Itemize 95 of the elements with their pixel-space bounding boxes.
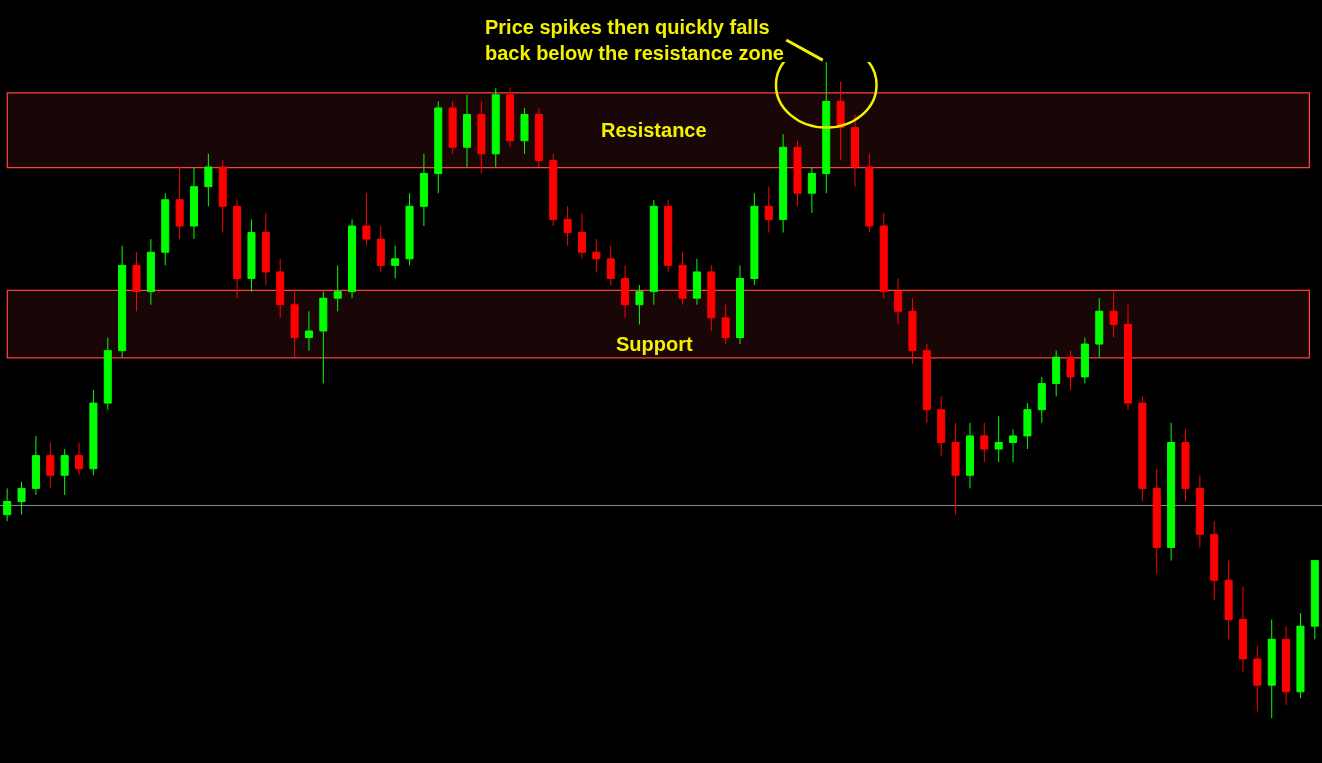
candlestick [908, 297, 917, 365]
candlestick [333, 264, 342, 312]
candlestick [1195, 474, 1204, 548]
candlestick [1066, 350, 1075, 391]
candlestick [994, 415, 1003, 463]
candlestick [319, 291, 328, 384]
candlestick [736, 264, 745, 345]
candlestick [951, 422, 960, 516]
candlestick [1296, 612, 1305, 699]
candlestick [592, 238, 601, 273]
candlestick [175, 166, 184, 240]
candlestick [807, 166, 816, 214]
candlestick [965, 422, 974, 489]
candlestick [276, 258, 285, 319]
candlestick [247, 218, 256, 293]
candlestick [563, 205, 572, 247]
candlestick [1095, 297, 1104, 358]
candlestick [635, 284, 644, 325]
candlestick [204, 153, 213, 207]
candlestick [937, 396, 946, 457]
candlestick [779, 133, 788, 234]
candlestick [448, 100, 457, 155]
candlestick [376, 225, 385, 273]
candlestick [60, 448, 69, 496]
candlestick [721, 304, 730, 345]
candlestick [1181, 428, 1190, 503]
candlestick [692, 258, 701, 306]
candlestick [161, 192, 170, 266]
candlestick [1123, 304, 1133, 411]
candlestick [290, 291, 299, 358]
candlestick [1152, 468, 1161, 575]
candlestick [1138, 396, 1147, 503]
candlestick [664, 199, 673, 273]
candlestick [75, 441, 84, 476]
candlestick [46, 441, 55, 489]
band-label: Support [616, 333, 693, 355]
candlestick [3, 487, 12, 522]
candlestick [1267, 619, 1276, 718]
candlestick [1253, 645, 1262, 712]
candlestick [520, 107, 529, 155]
candlestick [879, 212, 888, 299]
candlestick [189, 166, 199, 240]
candlestick [1238, 586, 1247, 673]
candlestick [31, 435, 40, 496]
candlestick [506, 87, 515, 148]
candlestick [1009, 428, 1018, 463]
candlestick [621, 264, 630, 319]
candlestick [1109, 291, 1118, 339]
candlestick [118, 245, 127, 358]
candlestick [922, 343, 931, 424]
candlestick [218, 159, 227, 234]
candlestick [649, 199, 658, 306]
candlestick [419, 153, 428, 227]
candlestick [89, 389, 98, 476]
candlestick [1052, 350, 1061, 398]
candlestick [822, 62, 831, 194]
candlestick [606, 245, 615, 286]
candlestick [405, 192, 414, 266]
candlestick [549, 153, 558, 227]
candlestick [764, 186, 773, 234]
candlestick [577, 212, 586, 260]
candlestick [678, 251, 687, 306]
candlestick [17, 481, 26, 516]
candlestick [1167, 422, 1176, 562]
candlestick [1310, 560, 1319, 640]
candlestick [980, 422, 989, 463]
candlestick [304, 310, 313, 352]
candlestick [1282, 625, 1291, 706]
candlestick [491, 87, 500, 168]
candlestick [793, 140, 802, 207]
candlestick [391, 245, 400, 279]
candlestick [1210, 520, 1219, 601]
candlestick [1037, 376, 1046, 424]
band-label: Resistance [601, 119, 707, 141]
candlestick [836, 81, 845, 161]
candlestick [434, 100, 443, 194]
candlestick [707, 264, 716, 332]
candlestick [103, 337, 112, 411]
candlestick [1023, 402, 1032, 450]
candlestick [132, 251, 141, 312]
candlestick [534, 107, 543, 168]
candlestick [233, 199, 242, 299]
annotation: Price spikes then quickly falls back below the resistance zone [485, 16, 784, 64]
candlestick [1080, 337, 1089, 384]
candlestick [261, 212, 270, 286]
candlestick [1224, 560, 1233, 640]
candlestick [750, 192, 759, 286]
candlestick [894, 277, 903, 325]
candlestick [348, 218, 357, 299]
candlestick [850, 113, 860, 188]
candlestick [462, 94, 472, 168]
candlestick [477, 100, 486, 175]
candlestick [362, 192, 371, 247]
candlestick [146, 238, 155, 306]
candlestick [865, 153, 874, 234]
